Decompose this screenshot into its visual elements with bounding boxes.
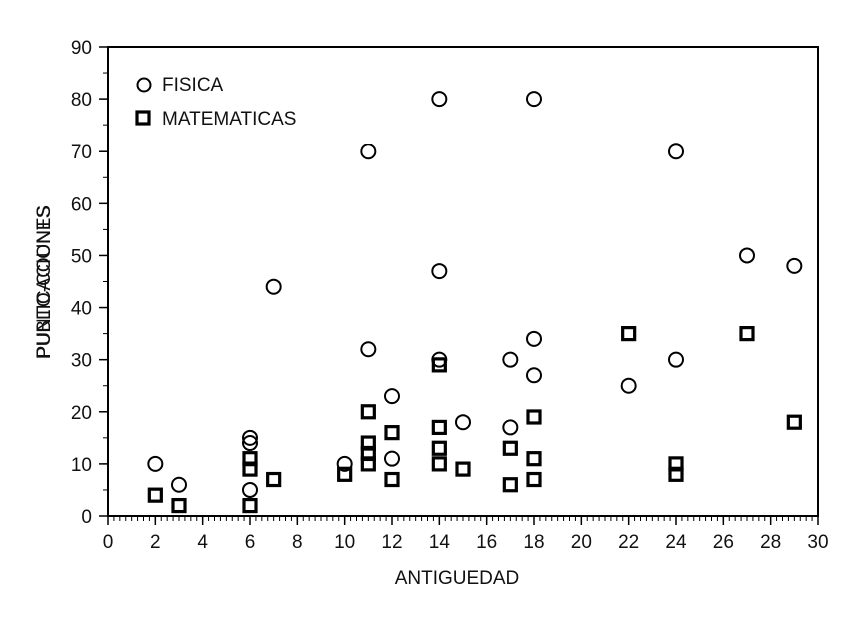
fisica-point (431, 91, 448, 108)
fisica-point (526, 91, 542, 108)
matematicas-point (266, 471, 282, 488)
matematicas-point (171, 497, 187, 514)
fisica-point (620, 377, 637, 394)
y-tick-label: 70 (71, 142, 92, 163)
y-tick-label: 20 (71, 403, 92, 424)
legend-box (118, 62, 391, 144)
matematicas-point (455, 461, 471, 477)
matematicas-point (242, 451, 258, 467)
matematicas-point (360, 456, 376, 472)
x-tick-label: 2 (150, 532, 161, 553)
y-axis-title-overlap: PUNTO-COUNTS (34, 206, 55, 359)
legend-square-marker (135, 110, 151, 126)
matematicas-point (360, 404, 376, 420)
matematicas-point (786, 414, 802, 430)
fisica-point (360, 341, 377, 358)
matematicas-point (621, 326, 637, 342)
matematicas-point (668, 466, 684, 482)
x-tick-label: 6 (245, 532, 256, 553)
y-tick-label: 0 (81, 507, 92, 528)
legend-label-fisica: FISICA (162, 75, 224, 96)
data-points (147, 91, 803, 514)
fisica-point (739, 247, 755, 264)
x-tick-label: 4 (197, 532, 208, 553)
y-tick-label: 30 (71, 351, 92, 372)
x-axis-title: ANTIGUEDAD (395, 568, 520, 589)
y-tick-label: 80 (71, 90, 92, 111)
y-axis-title: PUBLICACIONES (34, 205, 55, 359)
matematicas-point (739, 326, 755, 342)
y-tick-label: 60 (71, 194, 92, 215)
matematicas-point (384, 471, 400, 488)
x-tick-label: 22 (618, 532, 639, 553)
x-tick-label: 24 (665, 532, 687, 553)
y-tick-label: 90 (71, 38, 92, 59)
x-tick-label: 28 (760, 532, 781, 553)
x-tick-label: 30 (807, 532, 828, 553)
fisica-point (171, 476, 187, 493)
matematicas-point (526, 471, 542, 488)
x-tick-label: 0 (103, 532, 114, 553)
y-axis: 0 10 20 30 40 50 60 70 80 90 (71, 38, 108, 528)
legend-label-matematicas: MATEMATICAS (162, 109, 296, 130)
matematicas-point (147, 487, 163, 503)
x-tick-label: 18 (523, 532, 544, 553)
x-tick-label: 10 (334, 532, 355, 553)
fisica-point (265, 278, 282, 295)
fisica-point (668, 143, 684, 160)
y-tick-label: 40 (71, 299, 92, 320)
fisica-point (431, 263, 448, 280)
fisica-point (242, 435, 258, 452)
fisica-point (242, 481, 258, 498)
x-tick-label: 16 (476, 532, 497, 553)
x-tick-label: 8 (292, 532, 303, 553)
fisica-point (526, 367, 542, 384)
matematicas-point (431, 456, 447, 472)
matematicas-point (431, 419, 447, 436)
y-tick-label: 50 (71, 246, 92, 267)
legend: FISICA MATEMATICAS (118, 62, 391, 144)
x-tick-label: 14 (429, 532, 451, 553)
fisica-point (242, 429, 258, 446)
fisica-point (502, 419, 519, 436)
fisica-point (526, 330, 542, 347)
y-tick-label: 10 (71, 455, 92, 476)
matematicas-point (337, 466, 353, 482)
x-tick-label: 12 (381, 532, 402, 553)
matematicas-point (502, 477, 518, 493)
fisica-point (455, 414, 471, 431)
x-tick-label: 20 (571, 532, 592, 553)
fisica-point (502, 351, 519, 368)
matematicas-point (242, 497, 258, 514)
fisica-point (336, 455, 353, 472)
matematicas-point (431, 440, 447, 456)
legend-circle-marker (136, 77, 152, 93)
fisica-point (384, 388, 400, 405)
matematicas-point (384, 425, 400, 441)
fisica-point (147, 455, 164, 472)
matematicas-point (526, 451, 542, 467)
x-axis: 0 2 4 6 8 10 12 14 16 18 20 22 24 26 28 30 (103, 516, 829, 553)
matematicas-point (431, 357, 447, 373)
matematicas-point (502, 440, 518, 456)
matematicas-point (526, 409, 542, 425)
fisica-point (786, 257, 803, 274)
fisica-point (668, 351, 684, 368)
x-tick-label: 26 (713, 532, 734, 553)
fisica-point (360, 143, 377, 160)
fisica-point (384, 450, 400, 467)
